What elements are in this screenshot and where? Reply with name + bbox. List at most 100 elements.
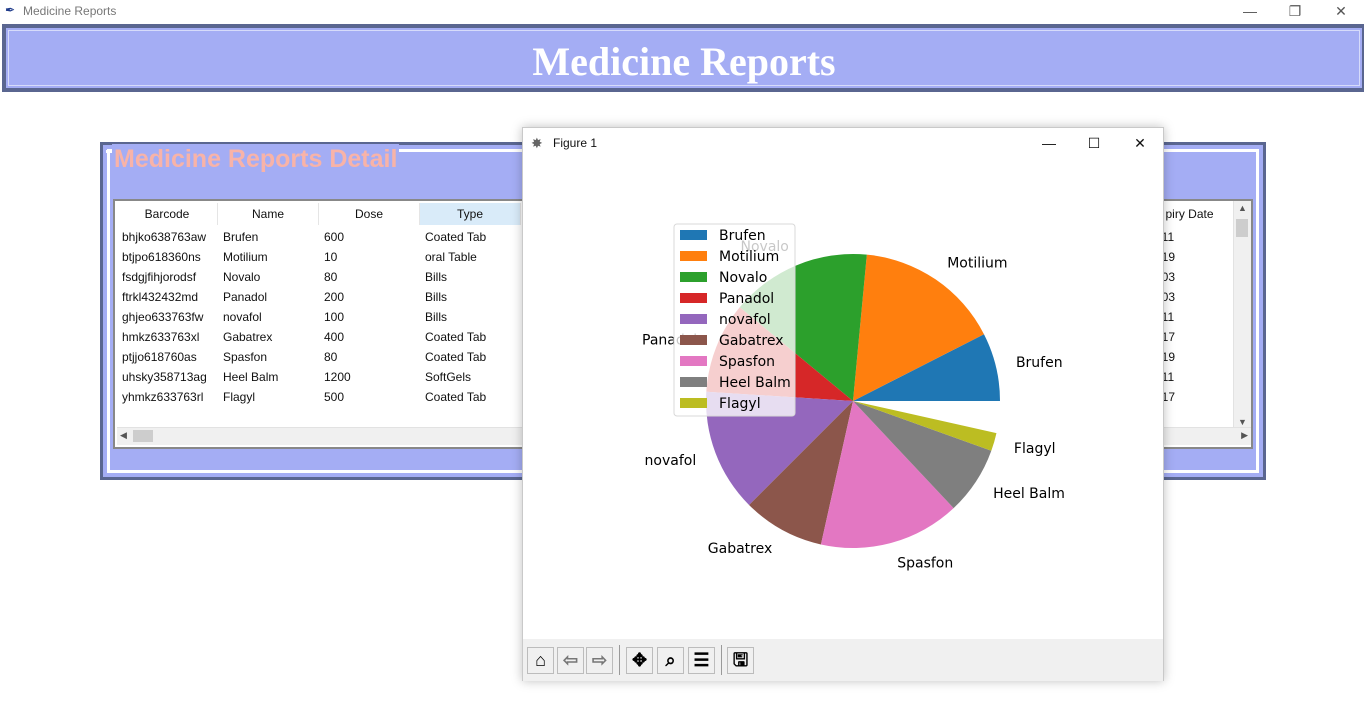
figure-titlebar: ✸ Figure 1 — ☐ ✕ bbox=[523, 128, 1163, 158]
save-icon[interactable]: 🖫 bbox=[727, 647, 754, 674]
figure-close-button[interactable]: ✕ bbox=[1134, 135, 1146, 151]
cell-barcode: ftrkl432432md bbox=[122, 290, 199, 304]
toolbar-separator bbox=[619, 645, 620, 675]
column-header-name[interactable]: Name bbox=[218, 203, 319, 225]
banner-border bbox=[8, 30, 1360, 86]
cell-barcode: btjpo618360ns bbox=[122, 250, 201, 264]
scroll-up-icon[interactable]: ▲ bbox=[1238, 203, 1247, 213]
header-banner: Medicine Reports bbox=[2, 24, 1364, 92]
cell-type: Coated Tab bbox=[425, 350, 487, 364]
cell-barcode: fsdgjfihjorodsf bbox=[122, 270, 197, 284]
table-row[interactable]: ftrkl432432mdPanadol200Bills5-03 bbox=[117, 287, 1232, 307]
cell-name: Panadol bbox=[223, 290, 268, 304]
pie-label: Heel Balm bbox=[993, 486, 1065, 502]
legend-entry: Gabatrex bbox=[719, 333, 783, 349]
home-icon[interactable]: ⌂ bbox=[527, 647, 554, 674]
figure-title: Figure 1 bbox=[553, 136, 598, 150]
legend-swatch bbox=[680, 251, 707, 261]
close-button[interactable]: ✕ bbox=[1335, 3, 1347, 19]
legend-entry: Brufen bbox=[719, 228, 766, 244]
legend-entry: Motilium bbox=[719, 249, 779, 265]
column-header-barcode[interactable]: Barcode bbox=[117, 203, 218, 225]
pie-slice-novafol bbox=[706, 391, 853, 505]
cell-name: Spasfon bbox=[223, 350, 268, 364]
pie-slice-gabatrex bbox=[749, 401, 853, 545]
legend-entry: Novalo bbox=[719, 270, 767, 286]
pie-label: Flagyl bbox=[1014, 441, 1056, 457]
column-header-expiry[interactable]: piry Date bbox=[1165, 207, 1214, 221]
legend-entry: Flagyl bbox=[719, 396, 761, 412]
pie-slice-brufen bbox=[853, 334, 1000, 401]
pie-slice-motilium bbox=[853, 254, 984, 401]
back-icon[interactable]: ⇦ bbox=[557, 647, 584, 674]
minimize-button[interactable]: — bbox=[1243, 3, 1257, 19]
cell-type: oral Table bbox=[425, 250, 477, 264]
cell-name: Motilium bbox=[223, 250, 268, 264]
cell-barcode: ptjjo618760as bbox=[122, 350, 197, 364]
frame-label-line bbox=[106, 150, 114, 153]
cell-dose: 80 bbox=[324, 270, 338, 284]
legend-swatch bbox=[680, 272, 707, 282]
legend-swatch bbox=[680, 230, 707, 240]
matplotlib-icon: ✸ bbox=[531, 135, 543, 151]
legend-swatch bbox=[680, 293, 707, 303]
legend-swatch bbox=[680, 314, 707, 324]
window-titlebar: ✒ Medicine Reports — ❐ ✕ bbox=[0, 0, 1364, 22]
horizontal-scroll-thumb[interactable] bbox=[133, 430, 153, 442]
legend-swatch bbox=[680, 356, 707, 366]
cell-name: Gabatrex bbox=[223, 330, 273, 344]
cell-type: Bills bbox=[425, 290, 448, 304]
cell-dose: 80 bbox=[324, 350, 338, 364]
cell-name: Brufen bbox=[223, 230, 259, 244]
figure-minimize-button[interactable]: — bbox=[1042, 135, 1056, 151]
cell-name: novafol bbox=[223, 310, 262, 324]
cell-name: Flagyl bbox=[223, 390, 256, 404]
window-title: Medicine Reports bbox=[23, 4, 117, 18]
figure-window: ✸ Figure 1 — ☐ ✕ Brufen Motilium Novalo Pan… bbox=[522, 127, 1164, 681]
page-title: Medicine Reports bbox=[532, 39, 836, 84]
cell-type: Coated Tab bbox=[425, 230, 487, 244]
cell-barcode: uhsky358713ag bbox=[122, 370, 207, 384]
cell-type: SoftGels bbox=[425, 370, 472, 384]
cell-dose: 500 bbox=[324, 390, 345, 404]
legend-entry: Spasfon bbox=[719, 354, 775, 370]
zoom-icon[interactable]: ⌕ bbox=[657, 647, 684, 674]
figure-maximize-button[interactable]: ☐ bbox=[1087, 135, 1101, 151]
cell-type: Bills bbox=[425, 270, 448, 284]
figure-canvas[interactable]: Brufen Motilium Novalo Panadol novafol Gabatr… bbox=[523, 158, 1163, 639]
cell-dose: 200 bbox=[324, 290, 345, 304]
figure-toolbar: ⌂ ⇦ ⇨ ✥ ⌕ ☰ 🖫 bbox=[523, 639, 1163, 681]
column-header-type[interactable]: Type bbox=[420, 203, 521, 225]
cell-type: Bills bbox=[425, 310, 448, 324]
restore-button[interactable]: ❐ bbox=[1288, 3, 1302, 19]
legend-entry: novafol bbox=[719, 312, 771, 328]
legend-swatch bbox=[680, 377, 707, 387]
pan-icon[interactable]: ✥ bbox=[626, 647, 653, 674]
forward-icon[interactable]: ⇨ bbox=[586, 647, 613, 674]
cell-barcode: yhmkz633763rl bbox=[122, 390, 204, 404]
scroll-left-icon[interactable]: ◀ bbox=[120, 430, 127, 440]
feather-icon: ✒ bbox=[5, 3, 16, 17]
cell-barcode: bhjko638763aw bbox=[122, 230, 207, 244]
toolbar-separator bbox=[721, 645, 722, 675]
cell-dose: 100 bbox=[324, 310, 345, 324]
scroll-down-icon[interactable]: ▼ bbox=[1238, 417, 1247, 427]
cell-barcode: ghjeo633763fw bbox=[122, 310, 204, 324]
configure-icon[interactable]: ☰ bbox=[688, 647, 715, 674]
cell-dose: 600 bbox=[324, 230, 345, 244]
column-header-dose[interactable]: Dose bbox=[319, 203, 420, 225]
scroll-right-icon[interactable]: ▶ bbox=[1241, 430, 1248, 440]
pie-label: novafol bbox=[645, 453, 697, 469]
cell-barcode: hmkz633763xl bbox=[122, 330, 200, 344]
legend-entry: Panadol bbox=[719, 291, 774, 307]
cell-type: Coated Tab bbox=[425, 330, 487, 344]
vertical-scroll-thumb[interactable] bbox=[1236, 219, 1248, 237]
vertical-scrollbar[interactable]: ▲ ▼ bbox=[1233, 201, 1251, 429]
pie-chart: Brufen Motilium Novalo Panadol novafol Gabatr… bbox=[642, 223, 1065, 572]
cell-dose: 400 bbox=[324, 330, 345, 344]
cell-dose: 1200 bbox=[324, 370, 351, 384]
